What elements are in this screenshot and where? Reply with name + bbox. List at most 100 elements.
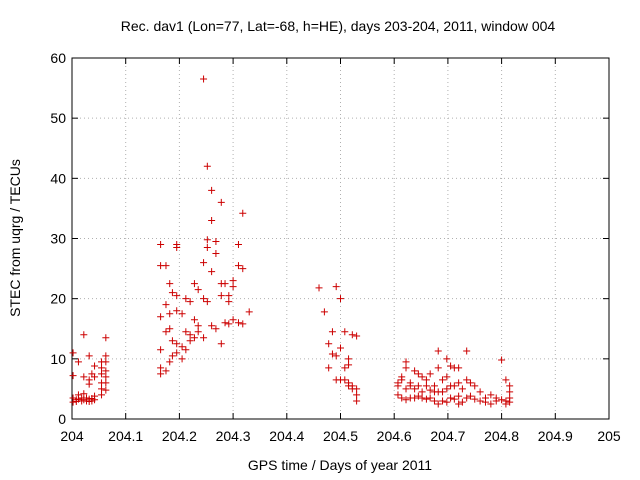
data-point — [245, 308, 253, 316]
data-point — [463, 376, 471, 384]
data-point — [348, 331, 356, 339]
data-point — [234, 319, 242, 327]
data-point — [450, 395, 458, 403]
data-point — [80, 331, 88, 339]
data-point — [234, 262, 242, 270]
data-point — [208, 268, 216, 276]
data-point — [502, 376, 510, 384]
x-tick-label: 204.6 — [377, 428, 412, 444]
data-point — [225, 320, 233, 328]
data-point — [102, 358, 110, 366]
y-tick-label: 30 — [50, 231, 66, 247]
data-point — [166, 310, 174, 318]
data-point — [430, 397, 438, 405]
data-point — [182, 328, 190, 336]
y-tick-label: 60 — [50, 50, 66, 66]
data-point — [418, 388, 426, 396]
data-point — [157, 346, 165, 354]
data-point — [186, 298, 194, 306]
data-point — [102, 386, 110, 394]
data-point — [212, 238, 220, 246]
data-point — [217, 292, 225, 300]
data-point — [466, 379, 474, 387]
data-point — [91, 373, 99, 381]
data-point — [186, 337, 194, 345]
data-point — [91, 396, 99, 404]
data-point — [332, 283, 340, 291]
data-point — [458, 398, 466, 406]
data-point — [325, 364, 333, 372]
data-point — [162, 328, 170, 336]
data-point — [178, 310, 186, 318]
data-point — [208, 186, 216, 194]
data-point — [487, 391, 495, 399]
data-point — [402, 364, 410, 372]
data-point — [439, 376, 447, 384]
data-point — [173, 292, 181, 300]
data-point — [455, 392, 463, 400]
data-point — [398, 394, 406, 402]
data-point — [422, 395, 430, 403]
data-point — [476, 388, 484, 396]
data-point — [487, 400, 495, 408]
data-point — [234, 241, 242, 249]
x-tick-label: 205 — [597, 428, 621, 444]
data-point — [353, 385, 361, 393]
x-tick-label: 204.5 — [323, 428, 358, 444]
data-point — [203, 236, 211, 244]
data-point — [190, 316, 198, 324]
x-tick-label: 204 — [60, 428, 84, 444]
data-point — [414, 392, 422, 400]
data-point — [402, 385, 410, 393]
data-point — [466, 392, 474, 400]
data-point — [157, 364, 165, 372]
data-point — [455, 400, 463, 408]
data-point — [178, 343, 186, 351]
y-tick-label: 40 — [50, 170, 66, 186]
data-point — [80, 373, 88, 381]
data-point — [506, 398, 514, 406]
data-point — [182, 295, 190, 303]
data-point — [455, 379, 463, 387]
x-tick-label: 204.2 — [162, 428, 197, 444]
data-points — [69, 75, 514, 408]
data-point — [173, 349, 181, 357]
x-tick-label: 204.4 — [269, 428, 304, 444]
data-point — [221, 280, 229, 288]
data-point — [406, 382, 414, 390]
data-point — [166, 325, 174, 333]
x-axis: 204 204.1 204.2 204.3 204.4 204.5 204.6 204.7 20… — [60, 58, 621, 444]
data-point — [492, 397, 500, 405]
data-point — [345, 355, 353, 363]
data-point — [341, 376, 349, 384]
data-point — [315, 284, 323, 292]
data-point — [162, 262, 170, 270]
data-point — [74, 395, 82, 403]
data-point — [239, 320, 247, 328]
data-point — [426, 394, 434, 402]
y-tick-label: 50 — [50, 110, 66, 126]
data-point — [157, 313, 165, 321]
data-point — [91, 362, 99, 370]
data-point — [398, 376, 406, 384]
data-point — [328, 350, 336, 358]
x-tick-label: 204.9 — [538, 428, 573, 444]
data-point — [173, 244, 181, 252]
data-point — [439, 388, 447, 396]
data-point — [434, 347, 442, 355]
data-point — [463, 394, 471, 402]
data-point — [414, 382, 422, 390]
data-point — [422, 382, 430, 390]
data-point — [411, 367, 419, 375]
data-point — [476, 397, 484, 405]
data-point — [328, 328, 336, 336]
data-point — [430, 382, 438, 390]
data-point — [463, 347, 471, 355]
data-point — [162, 367, 170, 375]
data-point — [85, 352, 93, 360]
data-point — [186, 331, 194, 339]
x-tick-label: 204.8 — [484, 428, 519, 444]
data-point — [203, 162, 211, 170]
data-point — [229, 316, 237, 324]
